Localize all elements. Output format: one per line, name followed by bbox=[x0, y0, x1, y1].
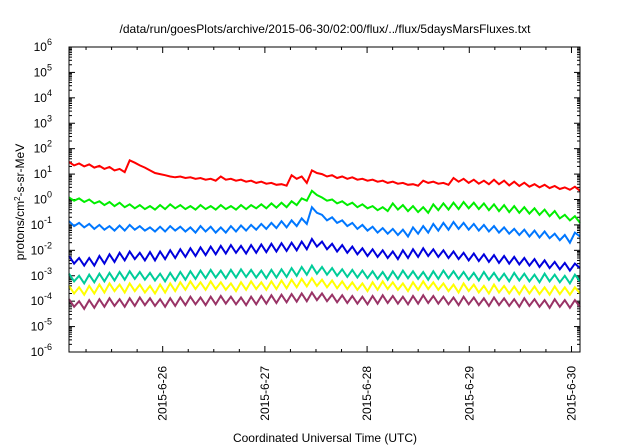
x-tick-label: 2015-6-27 bbox=[258, 366, 272, 421]
series-line-1 bbox=[68, 158, 581, 192]
y-tick-label: 101 bbox=[34, 164, 52, 181]
y-tick-label: 105 bbox=[34, 62, 52, 79]
series-line-6 bbox=[68, 276, 581, 297]
x-axis-label: Coordinated Universal Time (UTC) bbox=[233, 431, 417, 445]
y-tick-label: 104 bbox=[34, 88, 52, 105]
series-line-4 bbox=[68, 236, 581, 273]
y-axis-ticks: 10-6 10-5 10-4 10-3 10-2 10-1 100 101 102 103 104 1… bbox=[31, 37, 580, 359]
y-tick-label: 103 bbox=[34, 113, 52, 130]
x-axis-ticks: 2015-6-26 2015-6-27 2015-6-28 2015-6-29 2015… bbox=[85, 47, 578, 421]
series-line-7 bbox=[68, 290, 581, 311]
series-lines bbox=[68, 158, 581, 311]
x-tick-label: 2015-6-26 bbox=[156, 366, 170, 421]
y-tick-label: 10-5 bbox=[31, 317, 52, 334]
y-tick-label: 10-3 bbox=[31, 266, 52, 283]
x-tick-label: 2015-6-30 bbox=[564, 366, 578, 421]
y-axis-label-exponent: 2 bbox=[13, 196, 22, 201]
x-tick-label: 2015-6-28 bbox=[360, 366, 374, 421]
y-tick-label: 106 bbox=[34, 37, 52, 54]
x-tick-label: 2015-6-29 bbox=[462, 366, 476, 421]
chart-title: /data/run/goesPlots/archive/2015-06-30/0… bbox=[120, 22, 532, 36]
y-axis-label-suffix: -s-sr-MeV bbox=[13, 144, 27, 197]
svg-text:protons/cm2-s-sr-MeV: protons/cm2-s-sr-MeV bbox=[13, 144, 28, 260]
y-tick-label: 102 bbox=[34, 139, 52, 156]
series-line-3 bbox=[68, 205, 581, 245]
series-line-5 bbox=[68, 263, 581, 286]
plot-frame bbox=[68, 46, 581, 353]
y-tick-label: 10-1 bbox=[31, 215, 52, 232]
y-tick-label: 10-2 bbox=[31, 240, 52, 257]
y-tick-label: 10-6 bbox=[31, 342, 52, 359]
series-line-2 bbox=[68, 189, 581, 224]
y-tick-label: 10-4 bbox=[31, 291, 52, 308]
y-axis-label: protons/cm2-s-sr-MeV bbox=[13, 144, 28, 260]
y-axis-label-prefix: protons/cm bbox=[13, 201, 27, 260]
y-tick-label: 100 bbox=[34, 190, 52, 207]
